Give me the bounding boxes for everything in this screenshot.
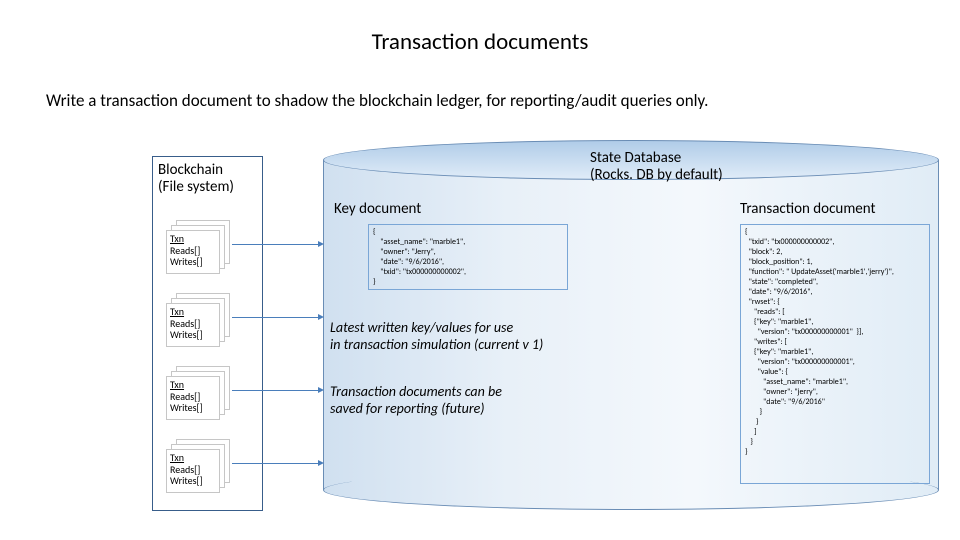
arrow-icon	[232, 317, 318, 318]
note-saved-for-reporting: Transaction documents can be saved for r…	[330, 384, 590, 418]
note-latest-keyvalues: Latest written key/values for use in tra…	[330, 320, 610, 354]
txn-card-stack: TxnReads[]Writes[]	[166, 366, 230, 419]
arrow-icon	[232, 463, 318, 464]
arrow-icon	[232, 390, 318, 391]
txn-card-stack: TxnReads[]Writes[]	[166, 293, 230, 346]
page-title: Transaction documents	[0, 28, 960, 56]
transaction-document-label: Transaction document	[740, 200, 876, 218]
key-document-label: Key document	[334, 200, 421, 218]
page-subtitle: Write a transaction document to shadow t…	[46, 90, 708, 111]
transaction-document-json: { "txid": "tx000000000002", "block": 2, …	[740, 224, 930, 484]
state-database-label: State Database (Rocks. DB by default)	[590, 150, 723, 185]
key-document-json: { "asset_name": "marble1", "owner": "Jer…	[368, 224, 568, 290]
txn-card-stack: TxnReads[]Writes[]	[166, 439, 230, 492]
blockchain-label: Blockchain (File system)	[158, 162, 234, 197]
txn-card-stack: TxnReads[]Writes[]	[166, 220, 230, 273]
arrow-icon	[232, 244, 318, 245]
